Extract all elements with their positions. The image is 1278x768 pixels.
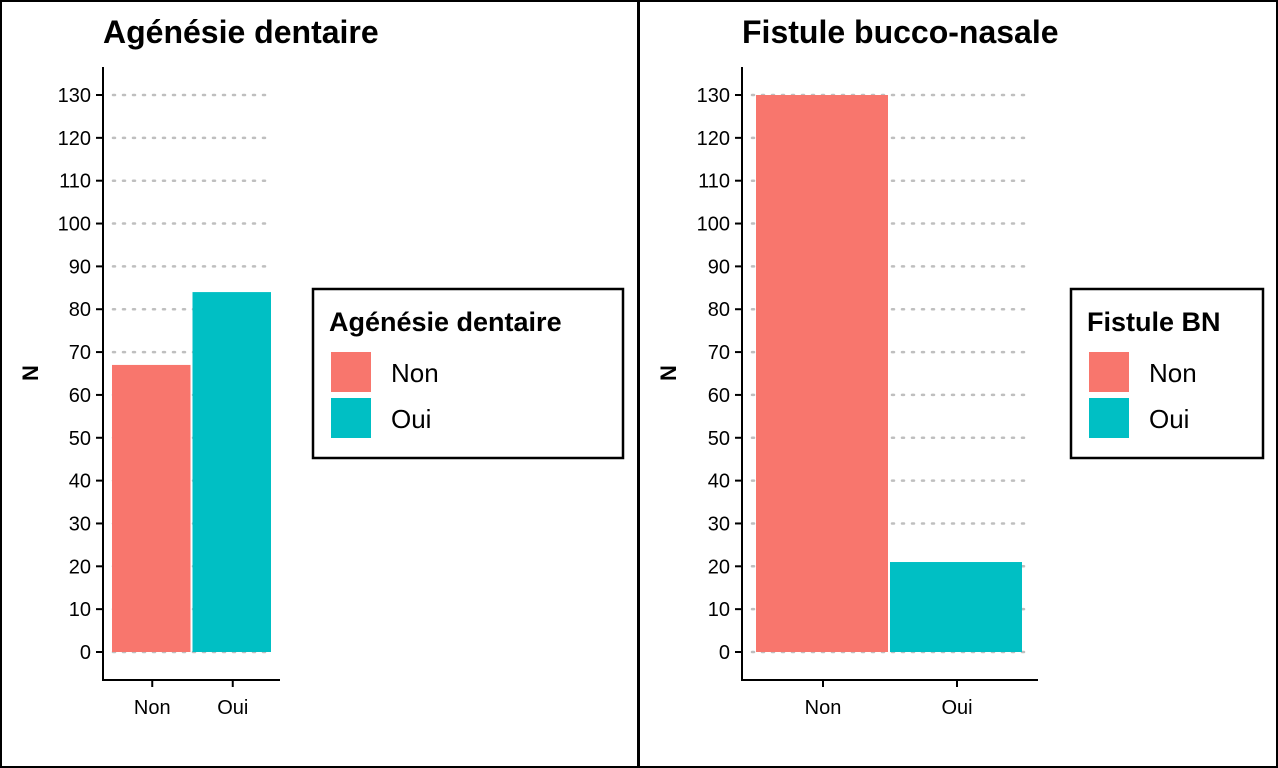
y-tick-label: 60 <box>69 385 91 407</box>
y-tick-label: 10 <box>708 599 730 621</box>
y-tick-label: 130 <box>697 85 730 107</box>
x-tick-label: Oui <box>217 697 248 719</box>
legend-title: Agénésie dentaire <box>329 307 562 337</box>
legend: Agénésie dentaire Non Oui <box>311 287 625 460</box>
legend-label: Oui <box>1149 404 1189 434</box>
chart-title: Agénésie dentaire <box>103 14 379 50</box>
y-tick-label: 80 <box>69 299 91 321</box>
legend-key-oui <box>331 398 371 438</box>
chart-title: Fistule bucco-nasale <box>742 14 1059 50</box>
bars <box>112 292 271 652</box>
y-axis-label: N <box>656 365 681 381</box>
legend-key-non <box>331 352 371 392</box>
y-tick-label: 70 <box>708 342 730 364</box>
y-tick-label: 120 <box>697 128 730 150</box>
bar-oui <box>890 562 1022 652</box>
y-axis-label: N <box>18 365 43 381</box>
panel-fistule: Fistule bucco-nasale N 0 10 20 30 40 50 60 70 80… <box>638 0 1278 768</box>
y-tick-label: 30 <box>69 513 91 535</box>
legend-label: Non <box>391 358 439 388</box>
x-tick-label: Non <box>134 697 171 719</box>
y-tick-label: 110 <box>59 171 91 193</box>
y-tick-label: 40 <box>69 471 91 493</box>
y-tick-label: 100 <box>697 214 730 236</box>
x-ticks: Non Oui <box>134 680 248 719</box>
legend-label: Non <box>1149 358 1197 388</box>
legend: Fistule BN Non Oui <box>1069 287 1265 460</box>
y-tick-label: 90 <box>708 256 730 278</box>
y-tick-label: 20 <box>708 556 730 578</box>
y-tick-label: 100 <box>58 214 91 236</box>
y-tick-label: 130 <box>58 85 91 107</box>
legend-key-oui <box>1089 398 1129 438</box>
y-tick-label: 110 <box>698 171 730 193</box>
y-tick-label: 80 <box>708 299 730 321</box>
y-tick-label: 20 <box>69 556 91 578</box>
y-tick-label: 50 <box>708 428 730 450</box>
bar-oui <box>192 292 271 652</box>
axes <box>741 67 1038 681</box>
x-tick-label: Oui <box>941 697 972 719</box>
y-tick-label: 40 <box>708 471 730 493</box>
legend-key-non <box>1089 352 1129 392</box>
panel-border <box>638 0 1278 768</box>
axes <box>102 67 280 681</box>
y-tick-label: 50 <box>69 428 91 450</box>
bar-non <box>756 95 888 652</box>
x-ticks: Non Oui <box>805 680 973 719</box>
y-tick-label: 0 <box>719 642 730 664</box>
y-tick-label: 10 <box>69 599 91 621</box>
panel-agenesie: Agénésie dentaire N 0 10 20 30 40 50 60 70 80 90 1… <box>0 0 639 768</box>
y-tick-label: 0 <box>80 642 91 664</box>
legend-label: Oui <box>391 404 431 434</box>
legend-title: Fistule BN <box>1087 307 1221 337</box>
y-ticks: 0 10 20 30 40 50 60 70 80 90 100 110 120 130 <box>697 85 742 664</box>
y-ticks: 0 10 20 30 40 50 60 70 80 90 100 110 120 130 <box>58 85 103 664</box>
bar-non <box>112 364 191 652</box>
y-tick-label: 90 <box>69 256 91 278</box>
y-tick-label: 120 <box>58 128 91 150</box>
y-tick-label: 60 <box>708 385 730 407</box>
x-tick-label: Non <box>805 697 842 719</box>
bars <box>756 95 1022 652</box>
y-tick-label: 70 <box>69 342 91 364</box>
y-tick-label: 30 <box>708 513 730 535</box>
